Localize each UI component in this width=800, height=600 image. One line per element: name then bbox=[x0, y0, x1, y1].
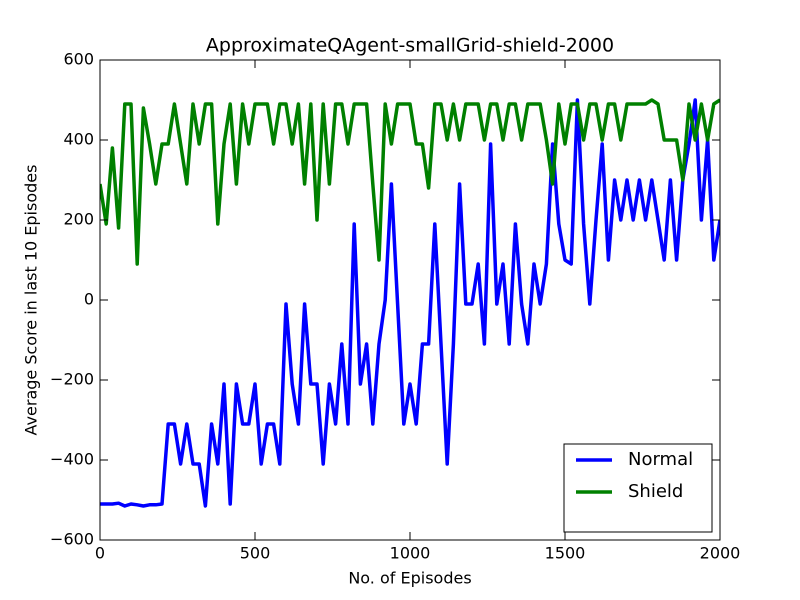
x-tick-label: 0 bbox=[95, 544, 105, 563]
y-tick-label: −400 bbox=[50, 450, 94, 469]
chart-title: ApproximateQAgent-smallGrid-shield-2000 bbox=[206, 35, 614, 57]
x-axis-label: No. of Episodes bbox=[348, 569, 471, 588]
x-tick-label: 1500 bbox=[545, 544, 586, 563]
legend: Normal Shield bbox=[563, 443, 713, 533]
y-tick-label: 600 bbox=[63, 50, 94, 69]
x-tick-label: 500 bbox=[240, 544, 271, 563]
legend-label: Shield bbox=[628, 481, 683, 502]
y-tick-label: 400 bbox=[63, 130, 94, 149]
y-tick-label: −600 bbox=[50, 530, 94, 549]
series-line bbox=[100, 98, 720, 508]
y-tick-label: 200 bbox=[63, 210, 94, 229]
y-tick-label: 0 bbox=[84, 290, 94, 309]
series-line bbox=[100, 98, 720, 266]
x-tick-label: 2000 bbox=[700, 544, 741, 563]
y-tick-label: −200 bbox=[50, 370, 94, 389]
x-tick-label: 1000 bbox=[390, 544, 431, 563]
y-axis-label: Average Score in last 10 Episodes bbox=[22, 165, 41, 436]
legend-label: Normal bbox=[628, 449, 693, 470]
